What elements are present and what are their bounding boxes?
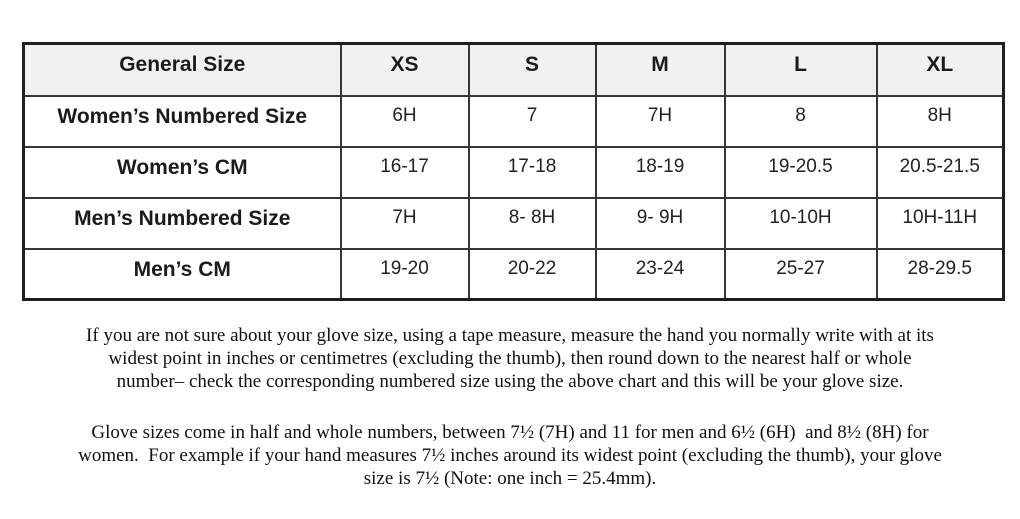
size-cell-mens-cm-xs: 19-20: [339, 247, 470, 301]
size-cell-womens-cm-s: 17-18: [467, 145, 597, 199]
explanation-line-3: size is 7½ (Note: one inch = 25.4mm).: [363, 468, 657, 489]
size-cell-mens-cm-m: 23-24: [594, 247, 726, 301]
size-cell-mens-numbered-xl: 10H-11H: [875, 196, 1005, 250]
table-header-row: General Size XS S M L XL: [22, 42, 1005, 97]
size-cell-womens-numbered-l: 8: [723, 94, 878, 148]
size-cell-womens-numbered-xs: 6H: [339, 94, 470, 148]
size-cell-mens-cm-s: 20-22: [467, 247, 597, 301]
column-header-m: M: [594, 42, 726, 97]
size-cell-womens-numbered-s: 7: [467, 94, 597, 148]
size-cell-mens-cm-xl: 28-29.5: [875, 247, 1005, 301]
size-cell-womens-cm-l: 19-20.5: [723, 145, 878, 199]
row-label-womens-cm: Women’s CM: [22, 145, 342, 199]
row-label-mens-numbered-size: Men’s Numbered Size: [22, 196, 342, 250]
size-cell-mens-numbered-s: 8- 8H: [467, 196, 597, 250]
table-row-womens-numbered-size: Women’s Numbered Size 6H 7 7H 8 8H: [22, 94, 1005, 148]
column-header-l: L: [723, 42, 878, 97]
row-label-womens-numbered-size: Women’s Numbered Size: [22, 94, 342, 148]
column-header-xl: XL: [875, 42, 1005, 97]
size-cell-mens-numbered-xs: 7H: [339, 196, 470, 250]
column-header-xs: XS: [339, 42, 470, 97]
measuring-instructions-paragraph: If you are not sure about your glove siz…: [0, 324, 1020, 393]
explanation-line-2: women. For example if your hand measures…: [78, 445, 942, 466]
size-cell-mens-numbered-m: 9- 9H: [594, 196, 726, 250]
table-row-womens-cm: Women’s CM 16-17 17-18 18-19 19-20.5 20.…: [22, 145, 1005, 199]
instructions-line-3: number– check the corresponding numbered…: [116, 371, 904, 392]
size-range-explanation-paragraph: Glove sizes come in half and whole numbe…: [0, 421, 1020, 490]
table-row-mens-cm: Men’s CM 19-20 20-22 23-24 25-27 28-29.5: [22, 247, 1005, 301]
size-cell-womens-cm-xl: 20.5-21.5: [875, 145, 1005, 199]
size-cell-womens-numbered-xl: 8H: [875, 94, 1005, 148]
size-cell-womens-cm-xs: 16-17: [339, 145, 470, 199]
column-header-s: S: [467, 42, 597, 97]
explanation-line-1: Glove sizes come in half and whole numbe…: [91, 422, 929, 443]
size-cell-mens-numbered-l: 10-10H: [723, 196, 878, 250]
table-row-mens-numbered-size: Men’s Numbered Size 7H 8- 8H 9- 9H 10-10…: [22, 196, 1005, 250]
column-header-general-size: General Size: [22, 42, 342, 97]
size-cell-mens-cm-l: 25-27: [723, 247, 878, 301]
size-cell-womens-cm-m: 18-19: [594, 145, 726, 199]
size-cell-womens-numbered-m: 7H: [594, 94, 726, 148]
instructions-line-2: widest point in inches or centimetres (e…: [108, 348, 912, 369]
glove-size-chart-table: General Size XS S M L XL Women’s Numbere…: [22, 42, 1005, 301]
row-label-mens-cm: Men’s CM: [22, 247, 342, 301]
instructions-line-1: If you are not sure about your glove siz…: [86, 325, 934, 346]
